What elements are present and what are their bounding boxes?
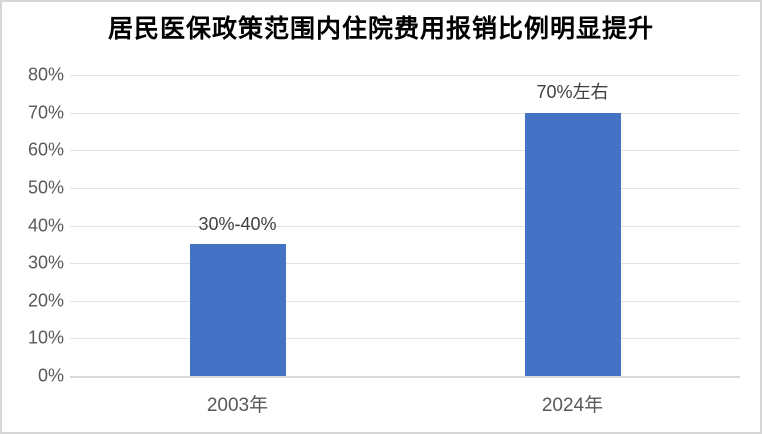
gridline <box>70 263 740 265</box>
y-axis-tick-label: 30% <box>27 252 64 273</box>
y-axis-tick-label: 80% <box>27 64 64 85</box>
gridline <box>70 300 740 302</box>
x-axis: 2003年 2024年 <box>70 384 740 418</box>
gridline <box>70 187 740 189</box>
y-axis: 0% 10% 20% 30% 40% 50% 60% 70% 80% <box>2 65 64 386</box>
y-axis-tick-label: 50% <box>27 177 64 198</box>
y-axis-tick-label: 60% <box>27 139 64 160</box>
bar-data-label: 30%-40% <box>198 214 277 235</box>
gridline <box>70 338 740 340</box>
bar <box>189 244 286 376</box>
gridline <box>70 150 740 152</box>
y-axis-tick-label: 10% <box>27 327 64 348</box>
chart-title: 居民医保政策范围内住院费用报销比例明显提升 <box>107 15 654 43</box>
bar <box>524 112 621 376</box>
y-axis-tick-label: 40% <box>27 215 64 235</box>
gridline <box>70 225 740 227</box>
plot-area: 30%-40% 70%左右 <box>70 75 740 378</box>
gridline <box>70 112 740 114</box>
bar-data-label: 70%左右 <box>536 81 609 102</box>
y-axis-tick-label: 20% <box>27 290 64 311</box>
gridline <box>70 75 740 76</box>
x-axis-category-label: 2003年 <box>206 395 269 416</box>
x-axis-category-label: 2024年 <box>541 395 604 416</box>
y-axis-tick-label: 0% <box>37 365 64 386</box>
y-axis-tick-label: 70% <box>27 102 64 123</box>
